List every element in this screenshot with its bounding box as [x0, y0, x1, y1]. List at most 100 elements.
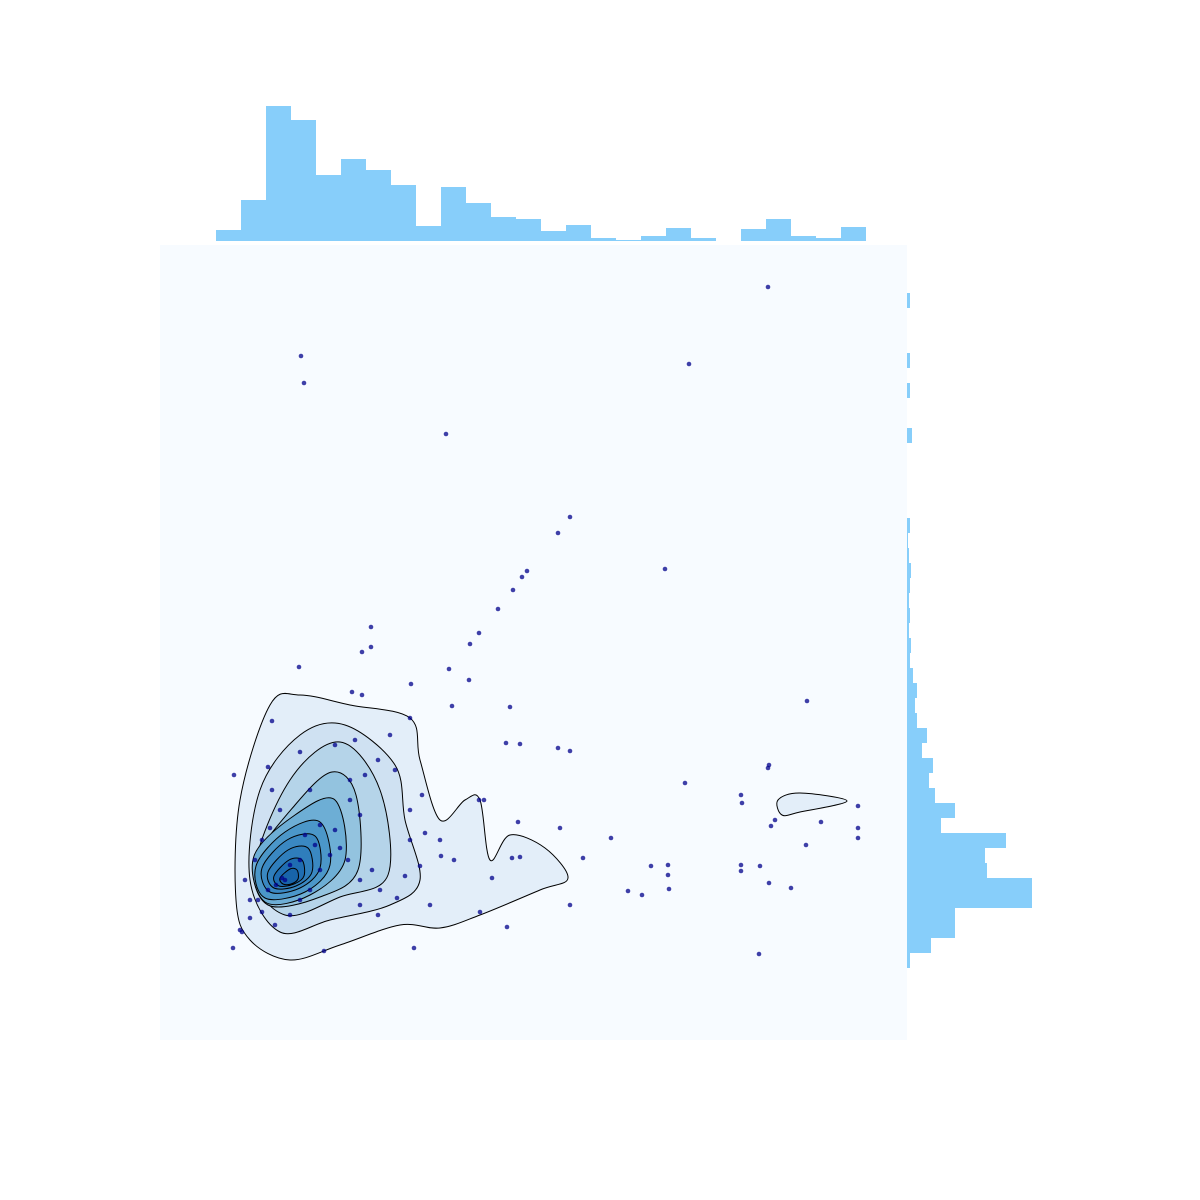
point: [312, 842, 318, 848]
point: [466, 677, 472, 683]
point: [855, 803, 861, 809]
point: [347, 797, 353, 803]
point: [231, 772, 237, 778]
point: [368, 624, 374, 630]
point: [476, 797, 482, 803]
y-hist-bar: [907, 593, 909, 608]
y-hist-bar: [907, 788, 935, 803]
y-hist-bar: [907, 683, 917, 698]
x-hist-bar: [641, 236, 666, 241]
y-hist-bar: [907, 638, 911, 653]
point: [855, 835, 861, 841]
point: [757, 863, 763, 869]
point: [259, 837, 265, 843]
point: [818, 819, 824, 825]
y-hist-bar: [907, 728, 927, 743]
point: [557, 825, 563, 831]
point: [510, 587, 516, 593]
point: [377, 887, 383, 893]
y-hist-bar: [907, 803, 955, 818]
point: [738, 792, 744, 798]
point: [495, 606, 501, 612]
point: [766, 880, 772, 886]
y-hist-bar: [907, 878, 1032, 893]
x-hist-bar: [791, 236, 816, 241]
y-hist-bar: [907, 908, 955, 923]
point: [422, 830, 428, 836]
y-hist-bar: [907, 668, 913, 683]
y-hist-bar: [907, 293, 910, 308]
point: [332, 827, 338, 833]
x-hist-bar: [341, 159, 366, 241]
point: [855, 825, 861, 831]
point: [738, 862, 744, 868]
point: [417, 863, 423, 869]
point: [446, 666, 452, 672]
point: [503, 740, 509, 746]
x-hist-bar: [591, 238, 616, 241]
point: [347, 777, 353, 783]
y-hist-bar: [907, 383, 910, 398]
x-hist-bar: [366, 170, 391, 241]
x-hist-bar: [391, 185, 416, 241]
y-hist-bar: [907, 953, 910, 968]
point: [332, 742, 338, 748]
x-hist-bar: [241, 200, 266, 241]
point: [639, 892, 645, 898]
point: [307, 887, 313, 893]
point: [362, 772, 368, 778]
point: [515, 819, 521, 825]
point: [296, 664, 302, 670]
point: [349, 689, 355, 695]
point: [567, 748, 573, 754]
point: [481, 797, 487, 803]
point: [507, 704, 513, 710]
point: [357, 812, 363, 818]
x-hist-bar: [691, 238, 716, 241]
y-hist-bar: [907, 353, 910, 368]
point: [239, 929, 245, 935]
point: [269, 787, 275, 793]
point: [277, 807, 283, 813]
point: [247, 915, 253, 921]
point: [272, 922, 278, 928]
x-hist-bar: [741, 229, 766, 241]
point: [255, 897, 261, 903]
point: [297, 857, 303, 863]
point: [625, 888, 631, 894]
x-hist-bar: [616, 240, 641, 241]
point: [768, 823, 774, 829]
point: [369, 867, 375, 873]
point: [686, 361, 692, 367]
point: [407, 837, 413, 843]
kde-contours: [234, 692, 848, 961]
x-hist-bar: [766, 219, 791, 241]
point: [402, 873, 408, 879]
point: [252, 857, 258, 863]
point: [359, 692, 365, 698]
point: [738, 868, 744, 874]
point: [449, 703, 455, 709]
point: [269, 718, 275, 724]
y-hist-bar: [907, 893, 1032, 908]
point: [803, 842, 809, 848]
point: [302, 832, 308, 838]
x-hist-bar: [841, 227, 866, 241]
y-hist-bar: [907, 653, 910, 668]
y-hist-bar: [907, 578, 910, 593]
point: [662, 566, 668, 572]
point: [608, 835, 614, 841]
y-hist-bar: [907, 563, 911, 578]
point: [357, 877, 363, 883]
point: [337, 845, 343, 851]
y-hist-bar: [907, 833, 1006, 848]
y-hist-bar: [907, 773, 929, 788]
x-hist-bar: [541, 231, 566, 241]
point: [265, 764, 271, 770]
point: [265, 887, 271, 893]
point: [301, 380, 307, 386]
point: [307, 787, 313, 793]
point: [772, 817, 778, 823]
point: [804, 698, 810, 704]
point: [357, 902, 363, 908]
